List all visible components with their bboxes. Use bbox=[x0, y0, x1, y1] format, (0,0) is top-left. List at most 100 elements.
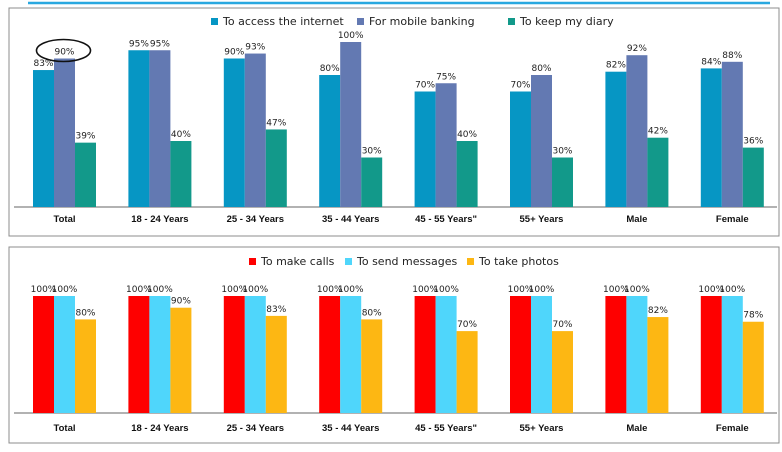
bar bbox=[33, 70, 54, 207]
bar bbox=[361, 319, 383, 413]
bar bbox=[340, 42, 362, 207]
legend-label-1: To make calls bbox=[260, 255, 335, 268]
data-label: 95% bbox=[150, 39, 170, 49]
data-label: 40% bbox=[457, 130, 477, 140]
bar bbox=[340, 296, 362, 413]
legend-label-2: To send messages bbox=[356, 255, 457, 268]
data-label: 100% bbox=[719, 285, 745, 295]
category-label: Male bbox=[626, 423, 647, 434]
bar bbox=[319, 296, 341, 413]
bar bbox=[54, 296, 75, 413]
bar bbox=[552, 331, 573, 413]
bar bbox=[510, 91, 531, 207]
data-label: 80% bbox=[75, 308, 95, 318]
bar bbox=[361, 157, 383, 207]
bar bbox=[700, 68, 722, 208]
data-label: 100% bbox=[412, 285, 438, 295]
data-label: 90% bbox=[224, 48, 244, 58]
chart-panel-bottom bbox=[8, 246, 780, 444]
bar bbox=[531, 296, 552, 413]
data-label: 100% bbox=[338, 285, 364, 295]
bar bbox=[721, 296, 743, 413]
data-label: 47% bbox=[266, 118, 286, 128]
legend-label-3: To take photos bbox=[478, 255, 559, 268]
data-label: 80% bbox=[531, 64, 551, 74]
data-label: 75% bbox=[436, 72, 456, 82]
data-label: 70% bbox=[510, 81, 530, 91]
legend-swatch-2 bbox=[345, 258, 352, 265]
bar bbox=[170, 307, 192, 413]
bar bbox=[742, 321, 764, 413]
chart-usage-purposes: To access the internet For mobile banking… bbox=[14, 15, 777, 225]
bar bbox=[128, 50, 150, 207]
data-label: 100% bbox=[31, 285, 57, 295]
data-label: 93% bbox=[245, 43, 265, 53]
category-label: Female bbox=[716, 423, 749, 434]
data-label: 78% bbox=[743, 311, 763, 321]
legend-label-1: To access the internet bbox=[222, 15, 344, 28]
bar bbox=[149, 50, 171, 207]
data-label: 90% bbox=[171, 297, 191, 307]
category-label: 35 - 44 Years bbox=[322, 423, 379, 434]
bar bbox=[531, 75, 552, 207]
legend-swatch-1 bbox=[211, 18, 218, 25]
bar bbox=[75, 142, 96, 207]
legend-swatch-3 bbox=[467, 258, 474, 265]
bar bbox=[75, 319, 96, 413]
bar bbox=[170, 141, 192, 207]
data-label: 70% bbox=[457, 320, 477, 330]
data-label: 92% bbox=[627, 44, 647, 54]
data-label: 100% bbox=[147, 285, 173, 295]
data-label: 100% bbox=[698, 285, 724, 295]
category-label: 55+ Years bbox=[520, 423, 564, 434]
bar bbox=[605, 296, 627, 413]
category-label: Total bbox=[54, 423, 76, 434]
legend-swatch-3 bbox=[508, 18, 515, 25]
bar bbox=[626, 296, 648, 413]
bar bbox=[742, 147, 764, 207]
legend-swatch-1 bbox=[249, 258, 256, 265]
data-label: 84% bbox=[701, 57, 721, 67]
data-label: 100% bbox=[317, 285, 343, 295]
bar bbox=[149, 296, 171, 413]
bar bbox=[552, 157, 573, 207]
data-label: 100% bbox=[433, 285, 459, 295]
data-label: 82% bbox=[648, 306, 668, 316]
data-label: 70% bbox=[415, 81, 435, 91]
bar bbox=[265, 129, 287, 207]
data-label: 100% bbox=[221, 285, 247, 295]
bar bbox=[435, 296, 457, 413]
category-label: 45 - 55 Years" bbox=[415, 214, 477, 225]
data-label: 82% bbox=[606, 61, 626, 71]
data-label: 80% bbox=[362, 308, 382, 318]
bar bbox=[128, 296, 150, 413]
bar bbox=[414, 296, 436, 413]
category-label: 55+ Years bbox=[520, 214, 564, 225]
data-label: 100% bbox=[624, 285, 650, 295]
data-label: 36% bbox=[743, 137, 763, 147]
bar bbox=[626, 55, 648, 208]
bar bbox=[244, 296, 266, 413]
data-label: 30% bbox=[362, 147, 382, 157]
bar bbox=[647, 317, 669, 413]
data-label: 100% bbox=[52, 285, 78, 295]
data-label: 39% bbox=[75, 132, 95, 142]
bar bbox=[223, 296, 245, 413]
data-label: 95% bbox=[129, 39, 149, 49]
data-label: 70% bbox=[552, 320, 572, 330]
bar bbox=[647, 137, 669, 207]
bar bbox=[265, 315, 287, 413]
category-label: 25 - 34 Years bbox=[227, 423, 284, 434]
category-label: Total bbox=[54, 214, 76, 225]
bar bbox=[510, 296, 531, 413]
chart-basic-functions: To make calls To send messages To take pho… bbox=[14, 255, 777, 434]
bar bbox=[414, 91, 436, 207]
data-label: 83% bbox=[33, 59, 53, 69]
bar bbox=[700, 296, 722, 413]
category-label: Male bbox=[626, 214, 647, 225]
category-label: 18 - 24 Years bbox=[131, 423, 188, 434]
legend-label-3: To keep my diary bbox=[519, 15, 614, 28]
bar bbox=[223, 58, 245, 207]
bar bbox=[319, 75, 341, 207]
